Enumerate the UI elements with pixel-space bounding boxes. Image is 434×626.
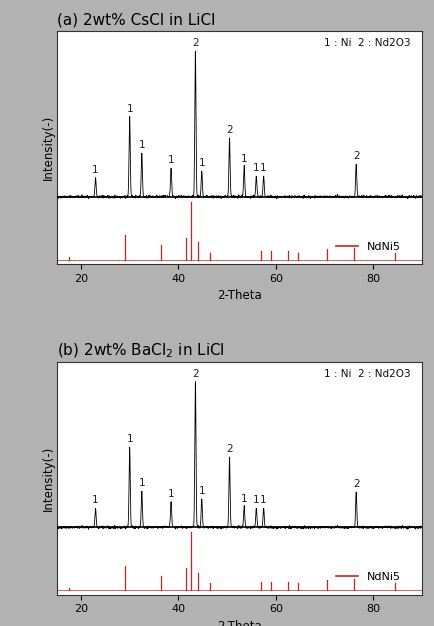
Text: (b) 2wt% BaCl$_2$ in LiCl: (b) 2wt% BaCl$_2$ in LiCl: [56, 341, 224, 360]
Text: 1 : Ni  2 : Nd2O3: 1 : Ni 2 : Nd2O3: [324, 369, 410, 379]
Text: 1: 1: [92, 495, 99, 505]
Y-axis label: Intensity(-): Intensity(-): [42, 446, 55, 511]
Text: 2: 2: [352, 151, 358, 162]
Legend: NdNi5: NdNi5: [331, 237, 404, 256]
Text: 2: 2: [192, 369, 198, 379]
Text: 1: 1: [253, 495, 259, 505]
Text: 1: 1: [138, 140, 145, 150]
Text: 1: 1: [92, 165, 99, 175]
Text: 2: 2: [192, 38, 198, 48]
Text: 1: 1: [198, 486, 204, 496]
Text: 1: 1: [168, 489, 174, 499]
Text: 1: 1: [260, 495, 266, 505]
Text: 2: 2: [226, 444, 232, 454]
X-axis label: 2-Theta: 2-Theta: [217, 620, 261, 626]
Y-axis label: Intensity(-): Intensity(-): [42, 115, 55, 180]
X-axis label: 2-Theta: 2-Theta: [217, 289, 261, 302]
Text: 1: 1: [168, 155, 174, 165]
Text: 1: 1: [126, 434, 133, 444]
Text: 1: 1: [253, 163, 259, 173]
Text: 1: 1: [260, 163, 266, 173]
Text: 1: 1: [198, 158, 204, 168]
Text: 1: 1: [126, 104, 133, 114]
Text: 2: 2: [352, 479, 358, 489]
Text: 1 : Ni  2 : Nd2O3: 1 : Ni 2 : Nd2O3: [324, 38, 410, 48]
Text: 2: 2: [226, 125, 232, 135]
Text: 1: 1: [138, 478, 145, 488]
Legend: NdNi5: NdNi5: [331, 568, 404, 587]
Text: 1: 1: [240, 495, 247, 505]
Text: (a) 2wt% CsCl in LiCl: (a) 2wt% CsCl in LiCl: [56, 13, 214, 28]
Text: 1: 1: [240, 153, 247, 163]
